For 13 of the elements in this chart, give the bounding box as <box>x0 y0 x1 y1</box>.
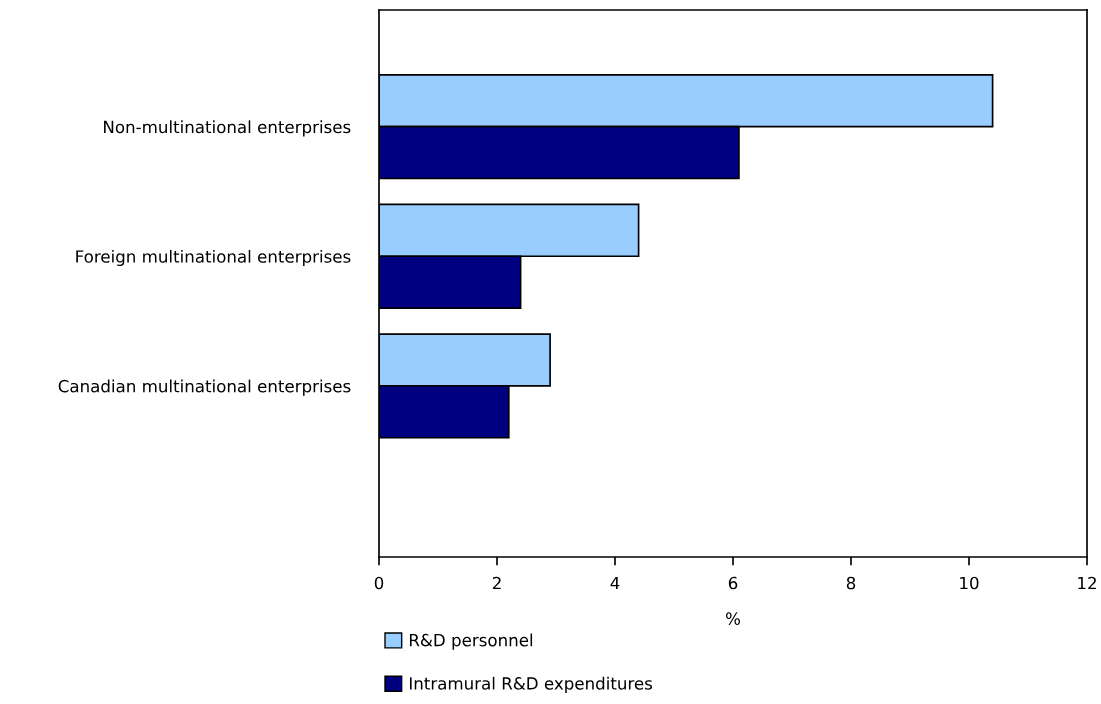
x-tick-label: 0 <box>374 576 384 590</box>
legend-label: R&D personnel <box>409 633 533 650</box>
x-tick-label: 4 <box>610 576 620 590</box>
x-tick-label: 8 <box>846 576 856 590</box>
y-tick-label: Canadian multinational enterprises <box>58 379 351 396</box>
x-tick-label: 10 <box>960 576 979 590</box>
x-tick-label: 12 <box>1078 576 1096 590</box>
x-tick-label: 6 <box>728 576 738 590</box>
y-tick-label: Foreign multinational enterprises <box>76 249 351 267</box>
x-tick-label: 2 <box>492 576 501 590</box>
x-axis-title: % <box>726 612 740 625</box>
legend-label: Intramural R&D expenditures <box>409 676 653 693</box>
y-tick-label: Non-multinational enterprises <box>104 120 351 137</box>
